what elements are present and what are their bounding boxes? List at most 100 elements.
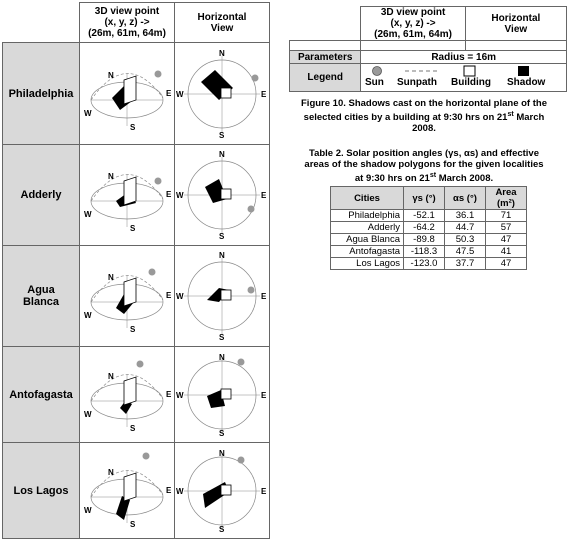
sunpath-arc (90, 174, 164, 202)
legend-header-3d-line2: (x, y, z) -> (390, 18, 436, 29)
compass-s: S (219, 131, 225, 140)
sun-marker (247, 286, 255, 294)
table2-body: Philadelphia -52.1 36.1 71 Adderly -64.2 44.7… (330, 209, 527, 270)
compass-s: S (130, 224, 136, 233)
table2-caption-line3: at 9:30 hrs on 21st March 2008. (283, 170, 565, 184)
legend-header-horizontal: Horizontal View (464, 6, 567, 41)
shadow-polygon (207, 389, 225, 408)
cell-area: 47 (485, 257, 527, 270)
compass-e: E (261, 487, 267, 496)
building-box (123, 176, 137, 206)
parameters-value: Radius = 16m (360, 50, 567, 64)
compass-e: E (166, 390, 172, 399)
table-row: Agua Blanca -89.8 50.3 47 (330, 233, 527, 246)
sunpath-arc (90, 373, 164, 401)
compass-n: N (108, 71, 114, 80)
compass-e: E (166, 190, 172, 199)
sun-marker (148, 268, 156, 276)
shadow-symbol (518, 66, 530, 76)
cell-alpha: 50.3 (444, 233, 486, 246)
horizontal-view-cell: N S E W (174, 42, 270, 145)
3d-view-cell: N S E W (79, 245, 175, 347)
legend-spacer (360, 40, 466, 51)
legend-table: 3D view point (x, y, z) -> (26m, 61m, 64… (288, 6, 567, 92)
header-3d-line2: (x, y, z) -> (104, 17, 150, 28)
horizontal-view-cell: N S E W (174, 442, 270, 539)
compass-w: W (84, 210, 92, 219)
header-h-line2: View (210, 22, 234, 34)
compass-w: W (84, 410, 92, 419)
sun-marker (251, 74, 259, 81)
cell-gamma: -118.3 (403, 245, 445, 258)
compass-n: N (108, 372, 114, 381)
compass-w: W (176, 391, 184, 400)
cell-alpha: 47.5 (444, 245, 486, 258)
city-label: Agua Blanca (2, 245, 80, 347)
cell-gamma: -52.1 (403, 209, 445, 222)
sun-marker (142, 452, 150, 459)
cell-alpha: 37.7 (444, 257, 486, 270)
cell-city: Antofagasta (330, 245, 404, 258)
compass-e: E (261, 191, 267, 200)
legend-header-3d: 3D view point (x, y, z) -> (26m, 61m, 64… (360, 6, 466, 41)
header-h-line1: Horizontal (197, 11, 247, 23)
3d-view-cell: N S E W (79, 144, 175, 246)
3d-diagram: N S E W (84, 452, 172, 529)
cell-gamma: -64.2 (403, 221, 445, 234)
compass-s: S (219, 232, 225, 241)
sun-symbol (372, 66, 383, 76)
compass-w: W (84, 506, 92, 515)
figure-caption-line2-text: selected cities by a building at 9:30 hr… (303, 112, 508, 124)
legend-items: Sun Sunpath Building Shadow (360, 63, 567, 92)
3d-view-cell: N S E W (79, 346, 175, 443)
3d-diagram: N S E W (84, 70, 172, 132)
compass-s: S (130, 424, 136, 433)
figure-caption-line2-end: March (513, 112, 545, 124)
legend-header-3d-line1: 3D view point (380, 7, 446, 18)
table2-caption-line3-end: March 2008. (436, 173, 494, 185)
compass-e: E (166, 291, 172, 300)
cell-city: Agua Blanca (330, 233, 404, 246)
table2-caption-line1: Table 2. Solar position angles (γs, αs) … (308, 148, 540, 159)
table2-caption-line3-text: at 9:30 hrs on 21 (354, 173, 430, 185)
3d-diagram: N S E W (84, 268, 172, 334)
sunpath-arc (90, 72, 164, 100)
compass-e: E (166, 89, 172, 98)
table-row: Los Lagos -123.0 37.7 47 (330, 257, 527, 270)
compass-w: W (176, 90, 184, 99)
compass-w: W (84, 311, 92, 320)
sun-marker (237, 456, 245, 463)
col-header-cities: Cities (330, 186, 404, 210)
cell-area: 47 (485, 233, 527, 246)
building-symbol (463, 65, 476, 77)
compass-w: W (176, 292, 184, 301)
blank-corner (2, 2, 80, 43)
col-header-gamma: γs (°) (403, 186, 445, 210)
parameters-label: Parameters (288, 50, 362, 64)
compass-n: N (219, 353, 225, 362)
compass-s: S (219, 429, 225, 438)
legend-header-h-line2: View (504, 23, 528, 35)
compass-e: E (166, 486, 172, 495)
compass-s: S (130, 520, 136, 529)
3d-view-cell: N S E W (79, 42, 175, 145)
legend-item-shadow: Shadow (507, 77, 546, 88)
compass-w: W (176, 191, 184, 200)
compass-w: W (84, 109, 92, 118)
compass-n: N (219, 449, 225, 458)
horizontal-view-cell: N S E W (174, 144, 270, 246)
table-row: Adderly -64.2 44.7 57 (330, 221, 527, 234)
compass-e: E (261, 292, 267, 301)
table-row: Antofagasta -118.3 47.5 41 (330, 245, 527, 258)
legend-spacer (288, 40, 362, 51)
horizontal-diagram: N S E W (176, 449, 267, 534)
compass-n: N (219, 251, 225, 260)
horizontal-diagram: N S E W (176, 150, 267, 241)
city-label: Adderly (2, 144, 80, 246)
legend-spacer (464, 40, 567, 51)
horizontal-diagram: N S E W (176, 49, 267, 140)
sunpath-arc (90, 469, 164, 497)
